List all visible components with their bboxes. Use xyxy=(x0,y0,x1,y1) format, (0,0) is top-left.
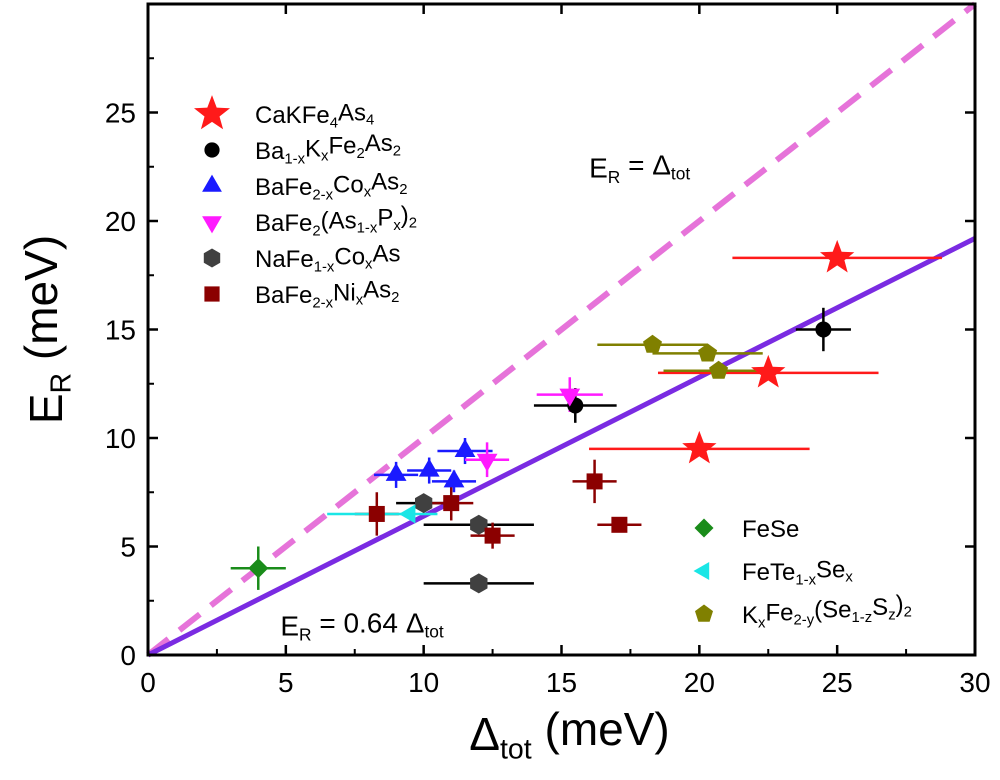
legend-label-BaKFe2As2: Ba1-xKxFe2As2 xyxy=(255,130,401,168)
y-tick-label-20: 20 xyxy=(105,206,136,237)
point-CaKFe4As4-0 xyxy=(820,239,855,273)
point-BaFeNiAs2-3 xyxy=(586,473,603,490)
legend-label-BaFeNiAs2: BaFe2-xNixAs2 xyxy=(255,277,399,312)
y-tick-label-15: 15 xyxy=(105,315,136,346)
point-BaFeNiAs2-2 xyxy=(484,527,501,544)
legend-marker-FeTeSe xyxy=(693,562,710,580)
line-annotations: ER = Δtot ER = 0.64 Δtot xyxy=(280,149,690,644)
data-markers xyxy=(248,239,855,594)
x-tick-label-10: 10 xyxy=(408,667,439,698)
point-KFeSeS-1 xyxy=(698,343,718,362)
x-tick-label-20: 20 xyxy=(684,667,715,698)
legend-label-KFeSeS: KxFe2-y(Se1-zSz)2 xyxy=(742,591,912,631)
x-tick-label-0: 0 xyxy=(140,667,156,698)
y-axis-title: ER (meV) xyxy=(15,235,78,424)
point-BaFeCoAs2-1 xyxy=(418,458,440,477)
y-tick-label-25: 25 xyxy=(105,98,136,129)
legend-marker-BaFeNiAs2 xyxy=(204,286,220,302)
point-CaKFe4As4-1 xyxy=(751,354,786,388)
x-tick-label-5: 5 xyxy=(278,667,294,698)
legend-marker-FeSe xyxy=(694,518,714,538)
legend-label-NaFeCoAs: NaFe1-xCoxAs xyxy=(255,241,401,276)
point-BaFeCoAs2-0 xyxy=(385,462,407,481)
y-tick-label-10: 10 xyxy=(105,423,136,454)
point-BaFeCoAs2-2 xyxy=(443,469,465,488)
axis-ticks: 0 5 10 15 20 25 30 0 5 10 15 20 25 xyxy=(105,4,991,698)
x-axis-title: Δtot (meV) xyxy=(469,703,669,766)
x-tick-label-25: 25 xyxy=(822,667,853,698)
point-KFeSeS-2 xyxy=(709,360,729,379)
annotation-er_064: ER = 0.64 Δtot xyxy=(280,607,444,644)
point-BaFeNiAs2-4 xyxy=(611,516,628,533)
line-er_delta xyxy=(146,1,977,658)
legend-label-BaFeCoAs2: BaFe2-xCoxAs2 xyxy=(255,169,407,204)
legend-label-FeTeSe: FeTe1-xSex xyxy=(742,556,853,588)
legend-marker-BaFe2AsP2 xyxy=(202,216,222,234)
axis-titles: Δtot (meV) ER (meV) xyxy=(15,235,670,766)
legend-marker-BaKFe2As2 xyxy=(204,142,220,158)
y-tick-label-5: 5 xyxy=(120,532,136,563)
legend: CaKFe4As4Ba1-xKxFe2As2BaFe2-xCoxAs2BaFe2… xyxy=(194,95,912,631)
point-NaFeCoAs-2 xyxy=(470,573,488,594)
point-BaKFe2As2-0 xyxy=(815,321,832,338)
point-BaFe2AsP2-0 xyxy=(476,453,498,472)
x-tick-label-15: 15 xyxy=(546,667,577,698)
legend-label-CaKFe4As4: CaKFe4As4 xyxy=(255,99,374,131)
annotation-er_delta: ER = Δtot xyxy=(589,149,690,186)
legend-marker-NaFeCoAs xyxy=(203,248,221,268)
point-BaFeNiAs2-0 xyxy=(368,505,385,522)
legend-label-FeSe: FeSe xyxy=(742,516,799,543)
point-NaFeCoAs-1 xyxy=(470,514,488,535)
legend-marker-KFeSeS xyxy=(695,604,713,622)
legend-marker-BaFeCoAs2 xyxy=(202,174,222,192)
y-tick-label-0: 0 xyxy=(120,640,136,671)
point-BaFe2AsP2-1 xyxy=(559,388,581,407)
point-KFeSeS-0 xyxy=(643,334,662,353)
point-CaKFe4As4-2 xyxy=(682,430,717,464)
point-BaFeCoAs2-3 xyxy=(454,439,476,457)
x-tick-label-30: 30 xyxy=(959,667,990,698)
point-FeSe-0 xyxy=(248,558,269,579)
legend-label-BaFe2AsP2: BaFe2(As1-xPx)2 xyxy=(255,202,417,240)
line-er_064 xyxy=(146,236,977,658)
point-FeTeSe-0 xyxy=(398,504,416,524)
legend-marker-CaKFe4As4 xyxy=(194,95,230,130)
reference-lines xyxy=(146,1,977,658)
point-BaFeNiAs2-1 xyxy=(443,495,460,512)
point-NaFeCoAs-0 xyxy=(415,493,433,514)
